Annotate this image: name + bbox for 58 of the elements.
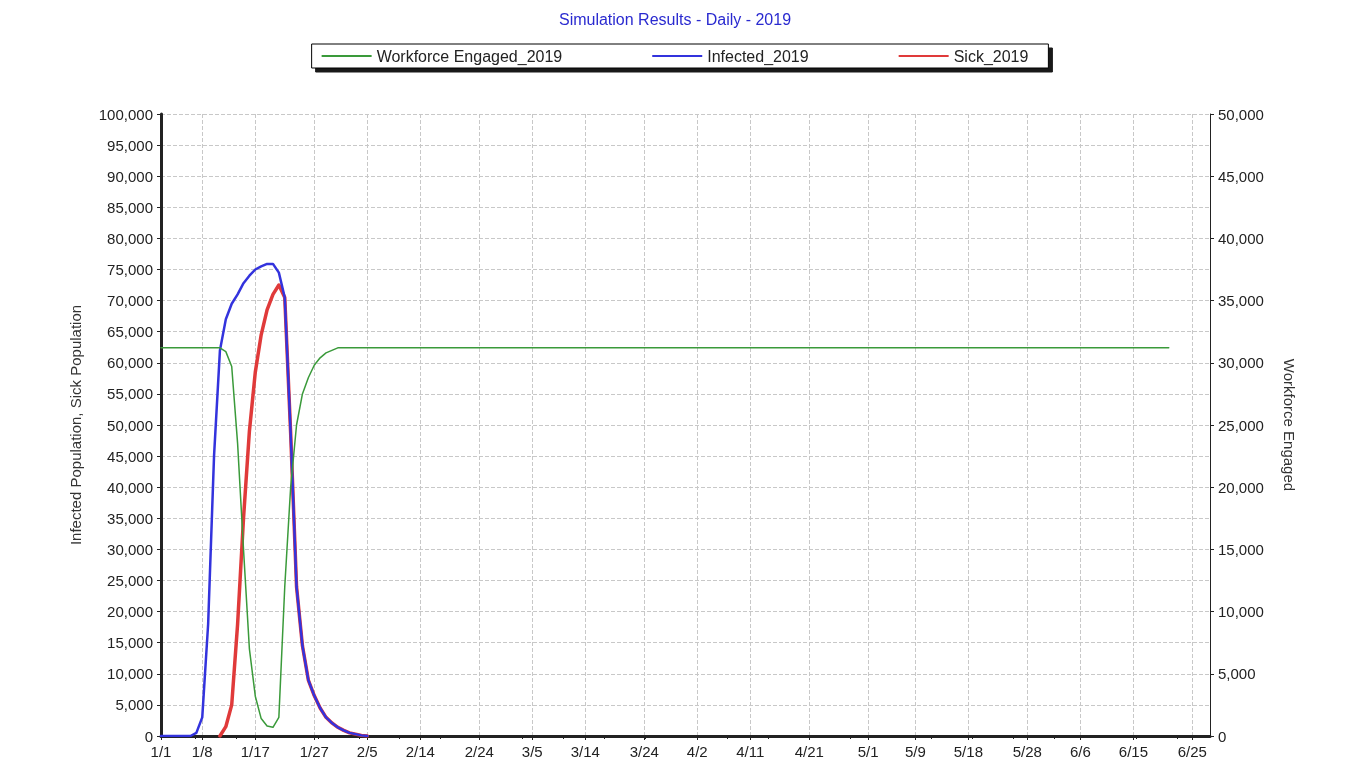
y-tick-label: 10,000 <box>107 665 153 683</box>
x-tick-label: 5/1 <box>857 743 879 760</box>
x-tick-label: 2/5 <box>356 743 378 760</box>
x-tick-label: 6/6 <box>1069 743 1091 760</box>
y-tick-label: 80,000 <box>107 229 153 247</box>
legend-label: Infected_2019 <box>707 47 809 66</box>
y2-tick-label: 30,000 <box>1218 354 1264 372</box>
y2-tick-label: 45,000 <box>1218 167 1264 185</box>
x-tick-label: 2/24 <box>464 743 494 760</box>
y2-tick-label: 0 <box>1218 727 1227 745</box>
x-tick-label: 1/1 <box>150 743 172 760</box>
x-tick-label: 3/14 <box>570 743 600 760</box>
y-tick-label: 100,000 <box>98 105 153 123</box>
y-tick-label: 5,000 <box>115 696 153 714</box>
x-tick-label: 3/24 <box>629 743 659 760</box>
y-tick-label: 30,000 <box>107 540 153 558</box>
y-tick-label: 45,000 <box>107 447 153 465</box>
y-tick-label: 55,000 <box>107 385 153 403</box>
chart-title: Simulation Results - Daily - 2019 <box>558 10 792 28</box>
x-tick-label: 1/17 <box>240 743 270 760</box>
y2-tick-label: 25,000 <box>1218 416 1264 434</box>
y-tick-label: 70,000 <box>107 292 153 310</box>
y-tick-label: 75,000 <box>107 261 153 278</box>
y2-tick-label: 10,000 <box>1218 603 1264 621</box>
y2-tick-label: 40,000 <box>1218 229 1264 247</box>
y-tick-label: 60,000 <box>107 354 153 372</box>
y2-tick-label: 15,000 <box>1218 540 1264 558</box>
legend-label: Workforce Engaged_2019 <box>376 47 563 66</box>
y-tick-label: 15,000 <box>107 634 153 652</box>
y2-axis-title: Workforce Engaged <box>1281 358 1298 492</box>
legend-label: Sick_2019 <box>953 47 1029 66</box>
y-tick-label: 25,000 <box>107 572 153 589</box>
x-tick-label: 5/9 <box>904 743 926 760</box>
y-tick-label: 20,000 <box>107 603 153 621</box>
y-tick-label: 50,000 <box>107 416 153 434</box>
x-tick-label: 1/27 <box>299 743 329 760</box>
y2-tick-label: 5,000 <box>1218 665 1256 683</box>
y-axis-title: Infected Population, Sick Population <box>67 304 84 546</box>
y-tick-label: 0 <box>144 727 153 745</box>
x-tick-label: 4/11 <box>736 743 765 760</box>
x-tick-label: 5/18 <box>953 743 983 760</box>
x-tick-label: 2/14 <box>405 743 435 760</box>
y-tick-label: 85,000 <box>107 198 153 216</box>
y2-tick-label: 35,000 <box>1218 292 1264 310</box>
y-tick-label: 35,000 <box>107 509 153 527</box>
y-tick-label: 95,000 <box>107 136 153 154</box>
x-tick-label: 4/21 <box>794 743 824 760</box>
y2-tick-label: 20,000 <box>1218 478 1264 496</box>
y-tick-label: 65,000 <box>107 323 153 341</box>
x-tick-label: 3/5 <box>521 743 543 760</box>
x-tick-label: 4/2 <box>686 743 708 760</box>
x-tick-label: 5/28 <box>1012 743 1042 760</box>
x-tick-label: 6/15 <box>1118 743 1148 760</box>
y-tick-label: 90,000 <box>107 167 153 185</box>
y-tick-label: 40,000 <box>107 478 153 496</box>
x-tick-label: 1/8 <box>191 743 213 760</box>
x-tick-label: 6/25 <box>1177 743 1207 760</box>
y2-tick-label: 50,000 <box>1218 105 1264 123</box>
